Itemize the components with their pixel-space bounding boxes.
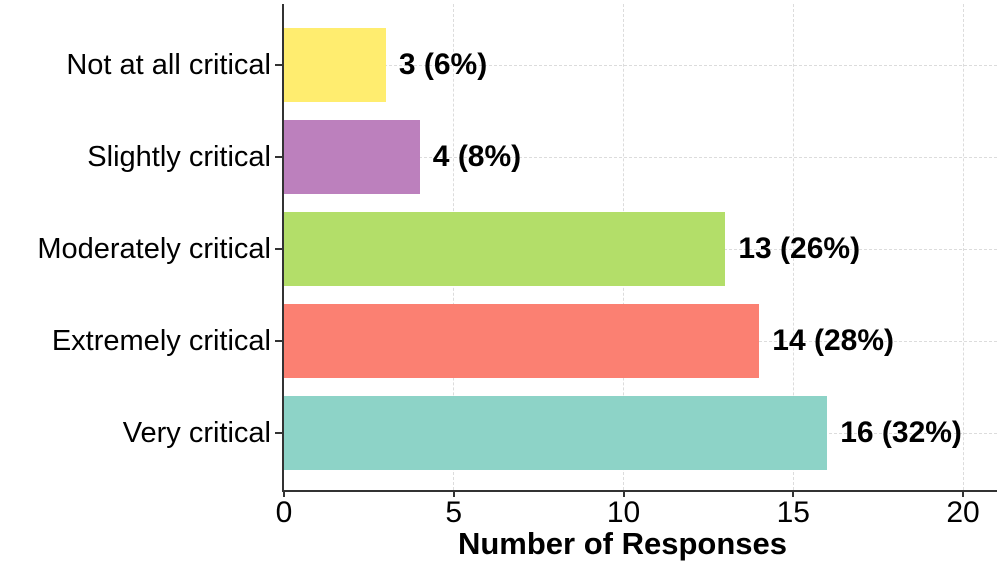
x-tick-label: 5	[445, 496, 463, 529]
bar	[284, 304, 760, 378]
y-axis-tick	[275, 248, 282, 250]
x-axis-tick	[792, 490, 795, 497]
gridline-vertical	[792, 4, 794, 490]
x-axis-title: Number of Responses	[457, 526, 787, 561]
x-tick-label: 10	[606, 496, 641, 529]
bar	[284, 28, 386, 102]
bar-value-label: 3 (6%)	[398, 48, 488, 81]
gridline-horizontal	[284, 64, 997, 66]
category-label: Very critical	[122, 417, 271, 449]
bar-value-label: 4 (8%)	[432, 140, 522, 173]
y-axis-tick	[275, 64, 282, 66]
gridline-horizontal	[284, 156, 997, 158]
bar-value-label: 14 (28%)	[772, 324, 895, 357]
y-axis-tick	[275, 432, 282, 434]
x-tick-label: 20	[946, 496, 980, 529]
x-axis-tick	[283, 490, 285, 497]
y-axis-line	[282, 4, 284, 492]
x-axis-line	[282, 490, 997, 492]
category-label: Not at all critical	[66, 49, 271, 81]
x-tick-label: 0	[275, 496, 293, 529]
category-label: Extremely critical	[51, 325, 271, 357]
bar-value-label: 13 (26%)	[738, 232, 861, 265]
category-label: Moderately critical	[37, 233, 271, 265]
bar	[284, 212, 726, 286]
category-label: Slightly critical	[87, 141, 271, 173]
bar	[284, 120, 420, 194]
y-axis-tick	[275, 340, 282, 342]
gridline-vertical	[962, 4, 964, 490]
bar-value-label: 16 (32%)	[840, 416, 962, 449]
x-axis-tick	[452, 490, 455, 497]
y-axis-tick	[275, 156, 282, 158]
x-tick-label: 15	[776, 496, 810, 529]
bar	[284, 396, 828, 470]
x-axis-tick	[962, 490, 964, 497]
x-axis-tick	[622, 490, 625, 497]
